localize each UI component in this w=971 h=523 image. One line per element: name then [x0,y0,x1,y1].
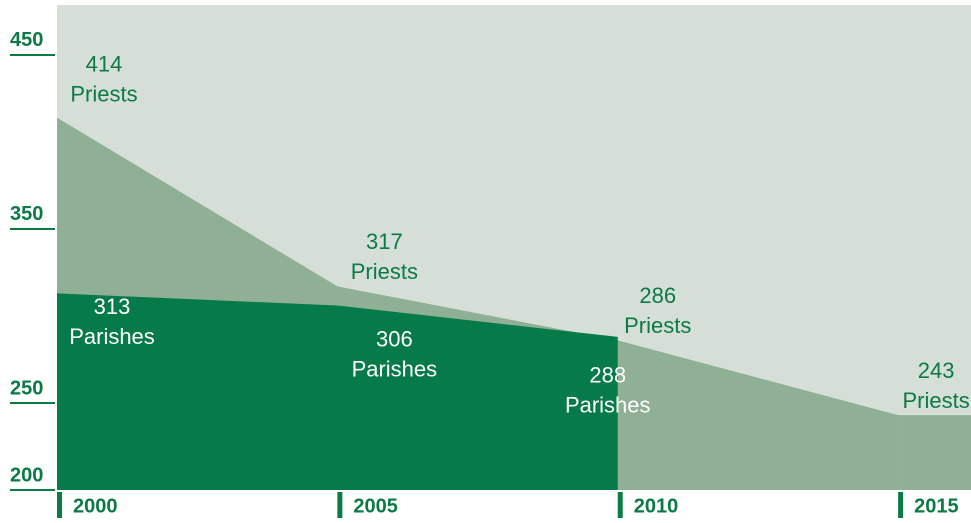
area [57,293,618,490]
data-label-name: Priests [351,259,418,284]
x-tick-label: 2015 [914,495,959,517]
data-label: 414 [86,51,123,76]
x-tick-label: 2000 [73,495,118,517]
data-label: 288 [589,363,626,388]
x-tick-label: 2005 [353,495,398,517]
data-label-name: Priests [624,313,691,338]
x-tick-mark [617,492,623,518]
x-tick-mark [57,492,62,518]
x-tick-label: 2010 [634,495,679,517]
data-label: 317 [366,229,403,254]
y-tick-label: 350 [10,203,43,225]
data-label: 313 [94,294,131,319]
data-label-name: Priests [70,81,137,106]
data-label-name: Parishes [352,356,438,381]
data-label: 243 [918,358,955,383]
y-tick-label: 250 [10,377,43,399]
data-label-name: Parishes [565,393,651,418]
area-extension [898,415,971,490]
y-tick-label: 200 [10,464,43,486]
y-tick-label: 450 [10,29,43,51]
data-label-name: Priests [902,388,969,413]
data-label: 306 [376,326,413,351]
data-label-name: Parishes [69,324,155,349]
x-tick-mark [898,492,904,518]
x-tick-mark [337,492,343,518]
data-label: 286 [639,283,676,308]
